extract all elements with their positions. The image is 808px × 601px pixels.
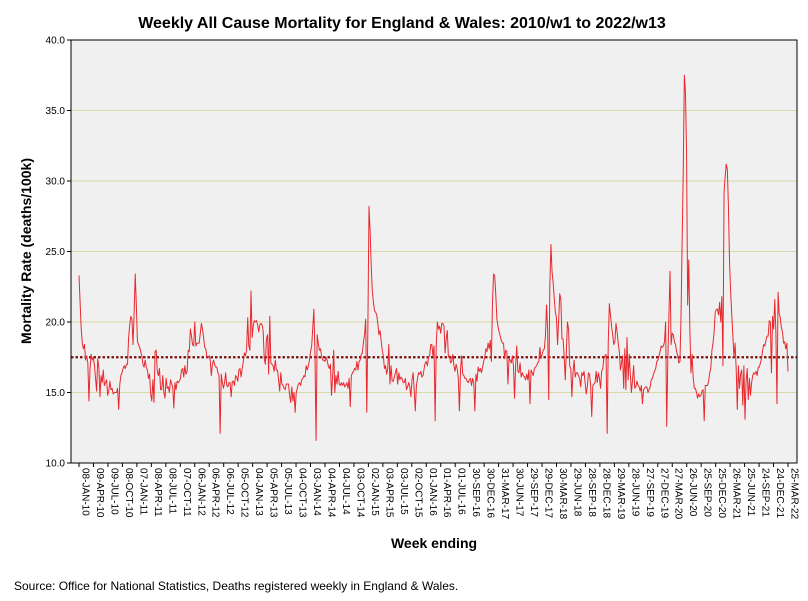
y-tick-label: 25.0 [46,247,66,258]
x-tick-label: 05-OCT-12 [239,468,250,518]
x-tick-label: 26-MAR-21 [731,468,742,520]
series-group [78,74,789,441]
x-tick-label: 04-JAN-13 [253,468,264,516]
x-tick-label: 28-DEC-18 [600,468,611,518]
x-axis: 08-JAN-10 09-APR-10 09-JUL-10 08-OCT-10 07-J… [78,463,800,520]
x-tick-label: 06-JUL-12 [224,468,235,515]
x-tick-label: 30-MAR-18 [557,468,568,520]
x-tick-label: 27-MAR-20 [673,468,684,520]
x-tick-label: 05-JUL-13 [282,468,293,515]
y-axis: 10.0 15.0 20.0 25.0 30.0 35.0 40.0 [46,36,71,470]
x-tick-label: 04-APR-14 [326,468,337,518]
y-tick-label: 10.0 [46,459,66,470]
x-tick-label: 06-APR-12 [210,468,221,518]
x-tick-label: 24-SEP-21 [760,468,771,517]
x-tick-label: 29-MAR-19 [615,468,626,520]
x-tick-label: 02-JAN-15 [369,468,380,516]
x-tick-label: 26-JUN-20 [687,468,698,517]
x-tick-label: 04-JUL-14 [340,468,351,515]
y-tick-label: 30.0 [46,177,66,188]
x-tick-label: 04-OCT-13 [297,468,308,518]
x-tick-label: 24-DEC-21 [774,468,785,518]
x-tick-label: 08-JAN-10 [80,468,91,516]
x-tick-label: 25-SEP-20 [702,468,713,517]
x-tick-label: 08-APR-11 [152,468,163,517]
x-tick-label: 02-OCT-15 [412,468,423,518]
x-tick-label: 09-APR-10 [94,468,105,518]
x-tick-label: 30-DEC-16 [485,468,496,518]
x-tick-label: 03-JAN-14 [311,468,322,516]
mortality-series-line [78,74,789,441]
x-tick-label: 27-SEP-19 [644,468,655,517]
x-tick-label: 31-MAR-17 [499,468,510,520]
x-tick-label: 30-JUN-17 [514,468,525,517]
x-tick-label: 30-SEP-16 [470,468,481,517]
y-tick-label: 35.0 [46,106,66,117]
x-tick-label: 03-OCT-14 [354,468,365,518]
source-note: Source: Office for National Statistics, … [14,579,459,593]
x-tick-label: 01-APR-16 [441,468,452,518]
x-tick-label: 06-JAN-12 [195,468,206,516]
x-tick-label: 07-JAN-11 [137,468,148,515]
x-axis-title: Week ending [391,535,477,551]
y-axis-title: Mortality Rate (deaths/100k) [18,158,34,344]
gridlines [71,110,797,393]
x-tick-label: 01-JAN-16 [427,468,438,516]
x-tick-label: 03-JUL-15 [398,468,409,515]
x-tick-label: 29-DEC-17 [543,468,554,518]
x-tick-label: 29-SEP-17 [528,468,539,517]
y-tick-label: 15.0 [46,388,66,399]
x-tick-label: 25-DEC-20 [716,468,727,518]
x-tick-label: 08-JUL-11 [166,468,177,514]
y-tick-label: 40.0 [46,36,66,47]
x-tick-label: 25-MAR-22 [789,468,800,520]
x-tick-label: 08-OCT-10 [123,468,134,518]
x-tick-label: 03-APR-15 [383,468,394,518]
x-tick-label: 25-JUN-21 [745,468,756,517]
x-tick-label: 05-APR-13 [268,468,279,518]
x-tick-label: 09-JUL-10 [108,468,119,515]
y-tick-label: 20.0 [46,318,66,329]
x-tick-label: 28-JUN-19 [629,468,640,517]
x-tick-label: 07-OCT-11 [181,468,192,517]
x-tick-label: 29-JUN-18 [572,468,583,517]
x-tick-label: 28-SEP-18 [586,468,597,517]
x-tick-label: 01-JUL-16 [456,468,467,515]
x-tick-label: 27-DEC-19 [658,468,669,518]
chart-title: Weekly All Cause Mortality for England &… [138,15,666,32]
